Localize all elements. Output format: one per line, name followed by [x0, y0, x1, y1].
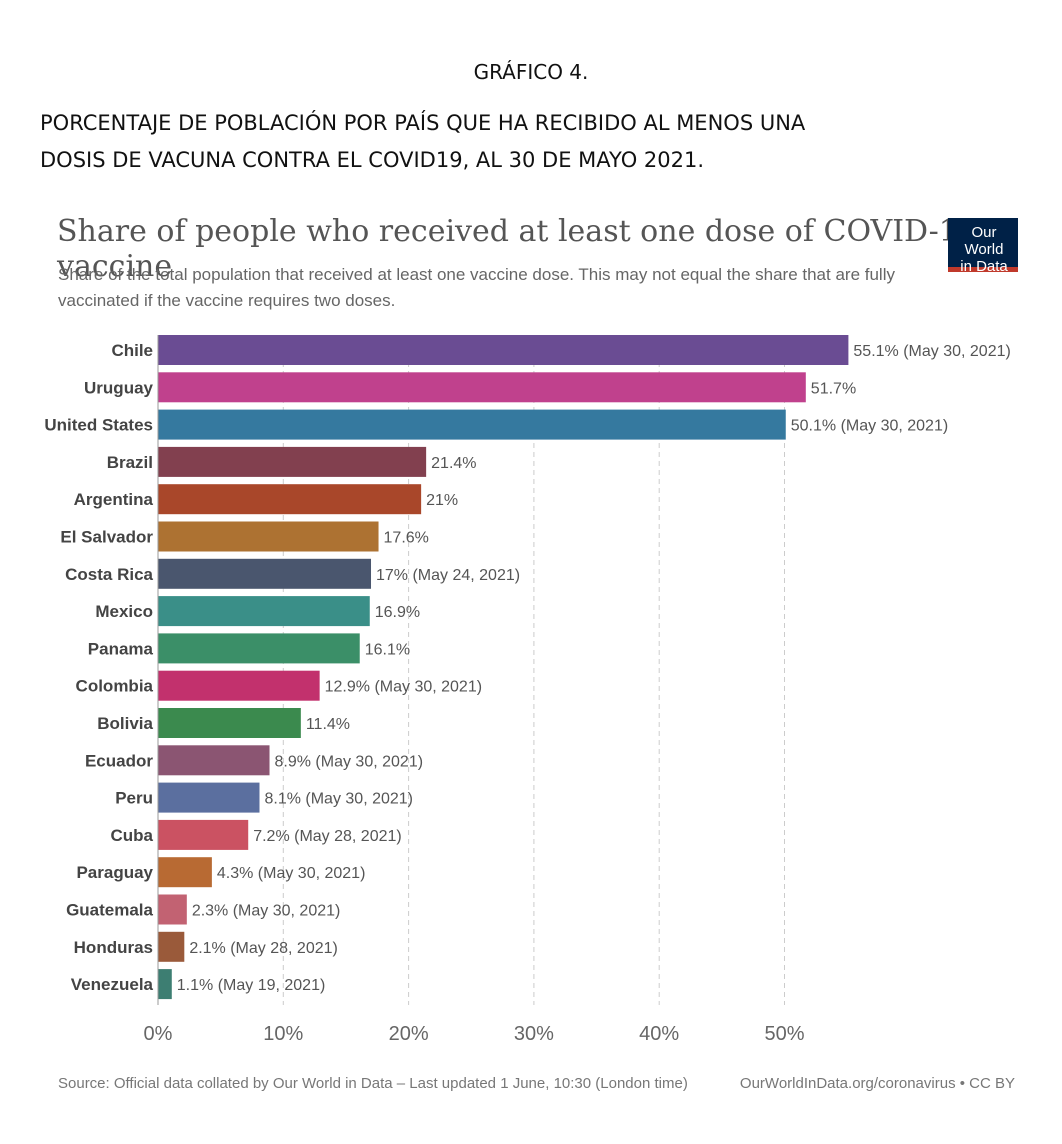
- value-label: 21%: [426, 492, 458, 509]
- bar: [158, 372, 806, 403]
- bar: [158, 969, 172, 1000]
- value-label: 2.1% (May 28, 2021): [189, 940, 338, 957]
- bar: [158, 633, 360, 664]
- bar: [158, 446, 427, 477]
- value-label: 55.1% (May 30, 2021): [853, 343, 1010, 360]
- category-label: Panama: [88, 639, 154, 658]
- value-label: 50.1% (May 30, 2021): [791, 418, 948, 435]
- category-label: Colombia: [76, 677, 154, 696]
- value-label: 17.6%: [384, 530, 429, 547]
- category-label: Mexico: [95, 602, 153, 621]
- value-label: 16.9%: [375, 604, 420, 621]
- bar: [158, 931, 185, 962]
- category-label: Cuba: [111, 826, 154, 845]
- category-label: Venezuela: [71, 975, 154, 994]
- page-heading: GRÁFICO 4.: [473, 60, 589, 84]
- value-label: 21.4%: [431, 455, 476, 472]
- value-label: 8.9% (May 30, 2021): [275, 753, 424, 770]
- bar: [158, 745, 270, 776]
- value-label: 7.2% (May 28, 2021): [253, 828, 402, 845]
- category-label: Ecuador: [85, 751, 153, 770]
- value-label: 1.1% (May 19, 2021): [177, 977, 326, 994]
- x-tick-label: 40%: [639, 1023, 679, 1045]
- x-tick-label: 20%: [389, 1023, 429, 1045]
- category-label: El Salvador: [60, 528, 153, 547]
- category-label: Paraguay: [76, 863, 153, 882]
- footer-source: Source: Official data collated by Our Wo…: [58, 1075, 688, 1092]
- bar: [158, 409, 786, 440]
- category-label: Argentina: [74, 490, 154, 509]
- category-label: Uruguay: [84, 378, 154, 397]
- value-label: 16.1%: [365, 641, 410, 658]
- bar: [158, 484, 422, 515]
- category-label: United States: [44, 416, 153, 435]
- value-label: 51.7%: [811, 380, 856, 397]
- footer-link[interactable]: OurWorldInData.org/coronavirus • CC BY: [739, 1075, 1015, 1092]
- category-label: Bolivia: [97, 714, 153, 733]
- chart-subtitle: Share of the total population that recei…: [58, 262, 918, 314]
- bar: [158, 857, 212, 888]
- category-label: Guatemala: [66, 901, 153, 920]
- category-label: Costa Rica: [65, 565, 153, 584]
- our-world-in-data-logo[interactable]: Our World in Data: [948, 218, 1018, 275]
- x-tick-label: 30%: [514, 1023, 554, 1045]
- bar: [158, 558, 372, 589]
- category-label: Chile: [111, 341, 153, 360]
- bar-chart: 0% 10% 20% 30% 40% 50% Chile 55.1% (May 30, 202…: [44, 335, 1011, 1045]
- logo-line-1: Our World: [964, 224, 1004, 258]
- value-label: 17% (May 24, 2021): [376, 567, 520, 584]
- bar: [158, 708, 301, 738]
- bar: [158, 335, 849, 365]
- bar: [158, 819, 249, 850]
- chart-subtitle-line-2: vaccinated if the vaccine requires two d…: [58, 291, 396, 310]
- page-title-line-1: PORCENTAJE DE POBLACIÓN POR PAÍS QUE HA …: [40, 111, 806, 135]
- x-tick-label: 0%: [144, 1023, 173, 1045]
- x-tick-label: 50%: [764, 1023, 804, 1045]
- page-title-line-2: DOSIS DE VACUNA CONTRA EL COVID19, AL 30…: [40, 148, 705, 172]
- value-label: 4.3% (May 30, 2021): [217, 865, 366, 882]
- chart-subtitle-line-1: Share of the total population that recei…: [58, 265, 895, 284]
- chart-title: Share of people who received at least on…: [57, 214, 977, 284]
- value-label: 11.4%: [306, 716, 350, 733]
- value-label: 2.3% (May 30, 2021): [192, 903, 341, 920]
- category-label: Brazil: [107, 453, 153, 472]
- value-label: 8.1% (May 30, 2021): [264, 791, 413, 808]
- category-label: Peru: [115, 789, 153, 808]
- bar: [158, 596, 370, 627]
- bar: [158, 670, 320, 701]
- logo-line-2: in Data: [960, 258, 1008, 275]
- x-tick-label: 10%: [263, 1023, 303, 1045]
- value-label: 12.9% (May 30, 2021): [325, 679, 482, 696]
- bar: [158, 782, 260, 813]
- bar: [158, 894, 187, 925]
- category-label: Honduras: [74, 938, 153, 957]
- bar: [158, 521, 379, 552]
